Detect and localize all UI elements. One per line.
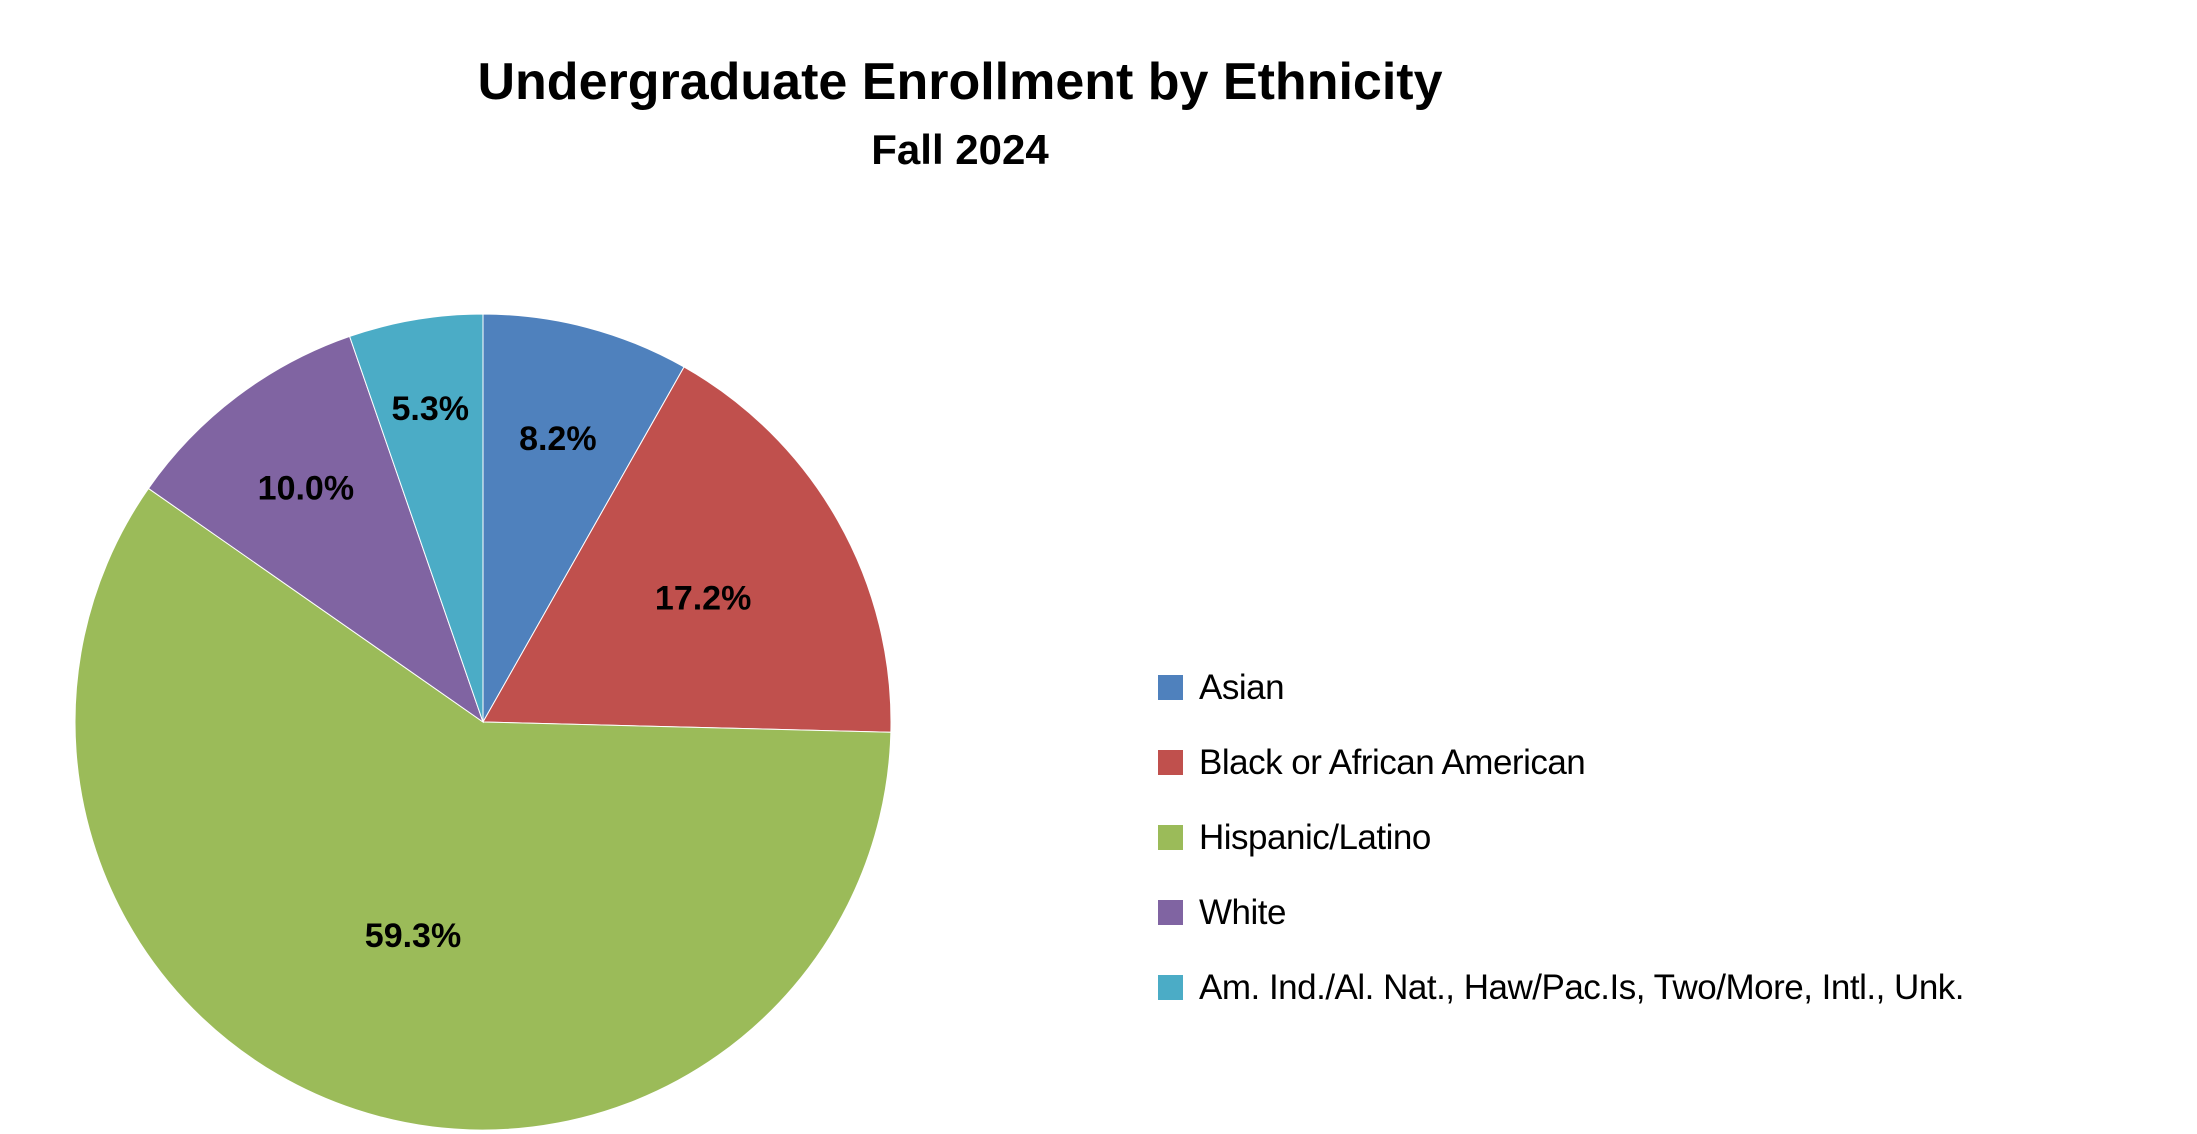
legend-label: Black or African American [1199,742,1586,782]
pie-slice-5 [348,313,484,723]
legend-label: White [1199,892,1286,932]
legend-swatch [1158,825,1183,850]
legend-swatch [1158,750,1183,775]
legend: Asian Black or African American Hispanic/L… [1158,650,1965,1025]
data-label: 17.2% [655,579,751,617]
legend-item: Am. Ind./Al. Nat., Haw/Pac.Is, Two/More,… [1158,950,1965,1025]
legend-label: Hispanic/Latino [1199,817,1431,857]
pie-slice-3 [74,487,892,1131]
legend-swatch [1158,675,1183,700]
data-label: 5.3% [392,390,470,428]
pie-slice-2 [482,366,892,733]
data-label: 8.2% [519,420,597,458]
legend-item: Asian [1158,650,1964,725]
legend-label: Am. Ind./Al. Nat., Haw/Pac.Is, Two/More,… [1199,967,1965,1007]
chart-title: Undergraduate Enrollment by Ethnicity [477,53,1443,111]
legend-swatch [1158,975,1183,1000]
pie-slice-1 [482,313,685,724]
legend-item: Black or African American [1158,725,1964,800]
legend-item: White [1158,875,1964,950]
legend-label: Asian [1199,667,1285,707]
legend-item: Hispanic/Latino [1158,800,1964,875]
chart-subtitle: Fall 2024 [871,126,1049,173]
data-label: 59.3% [365,917,461,955]
legend-swatch [1158,900,1183,925]
pie-slice-4 [147,335,484,724]
data-label: 10.0% [258,470,354,508]
